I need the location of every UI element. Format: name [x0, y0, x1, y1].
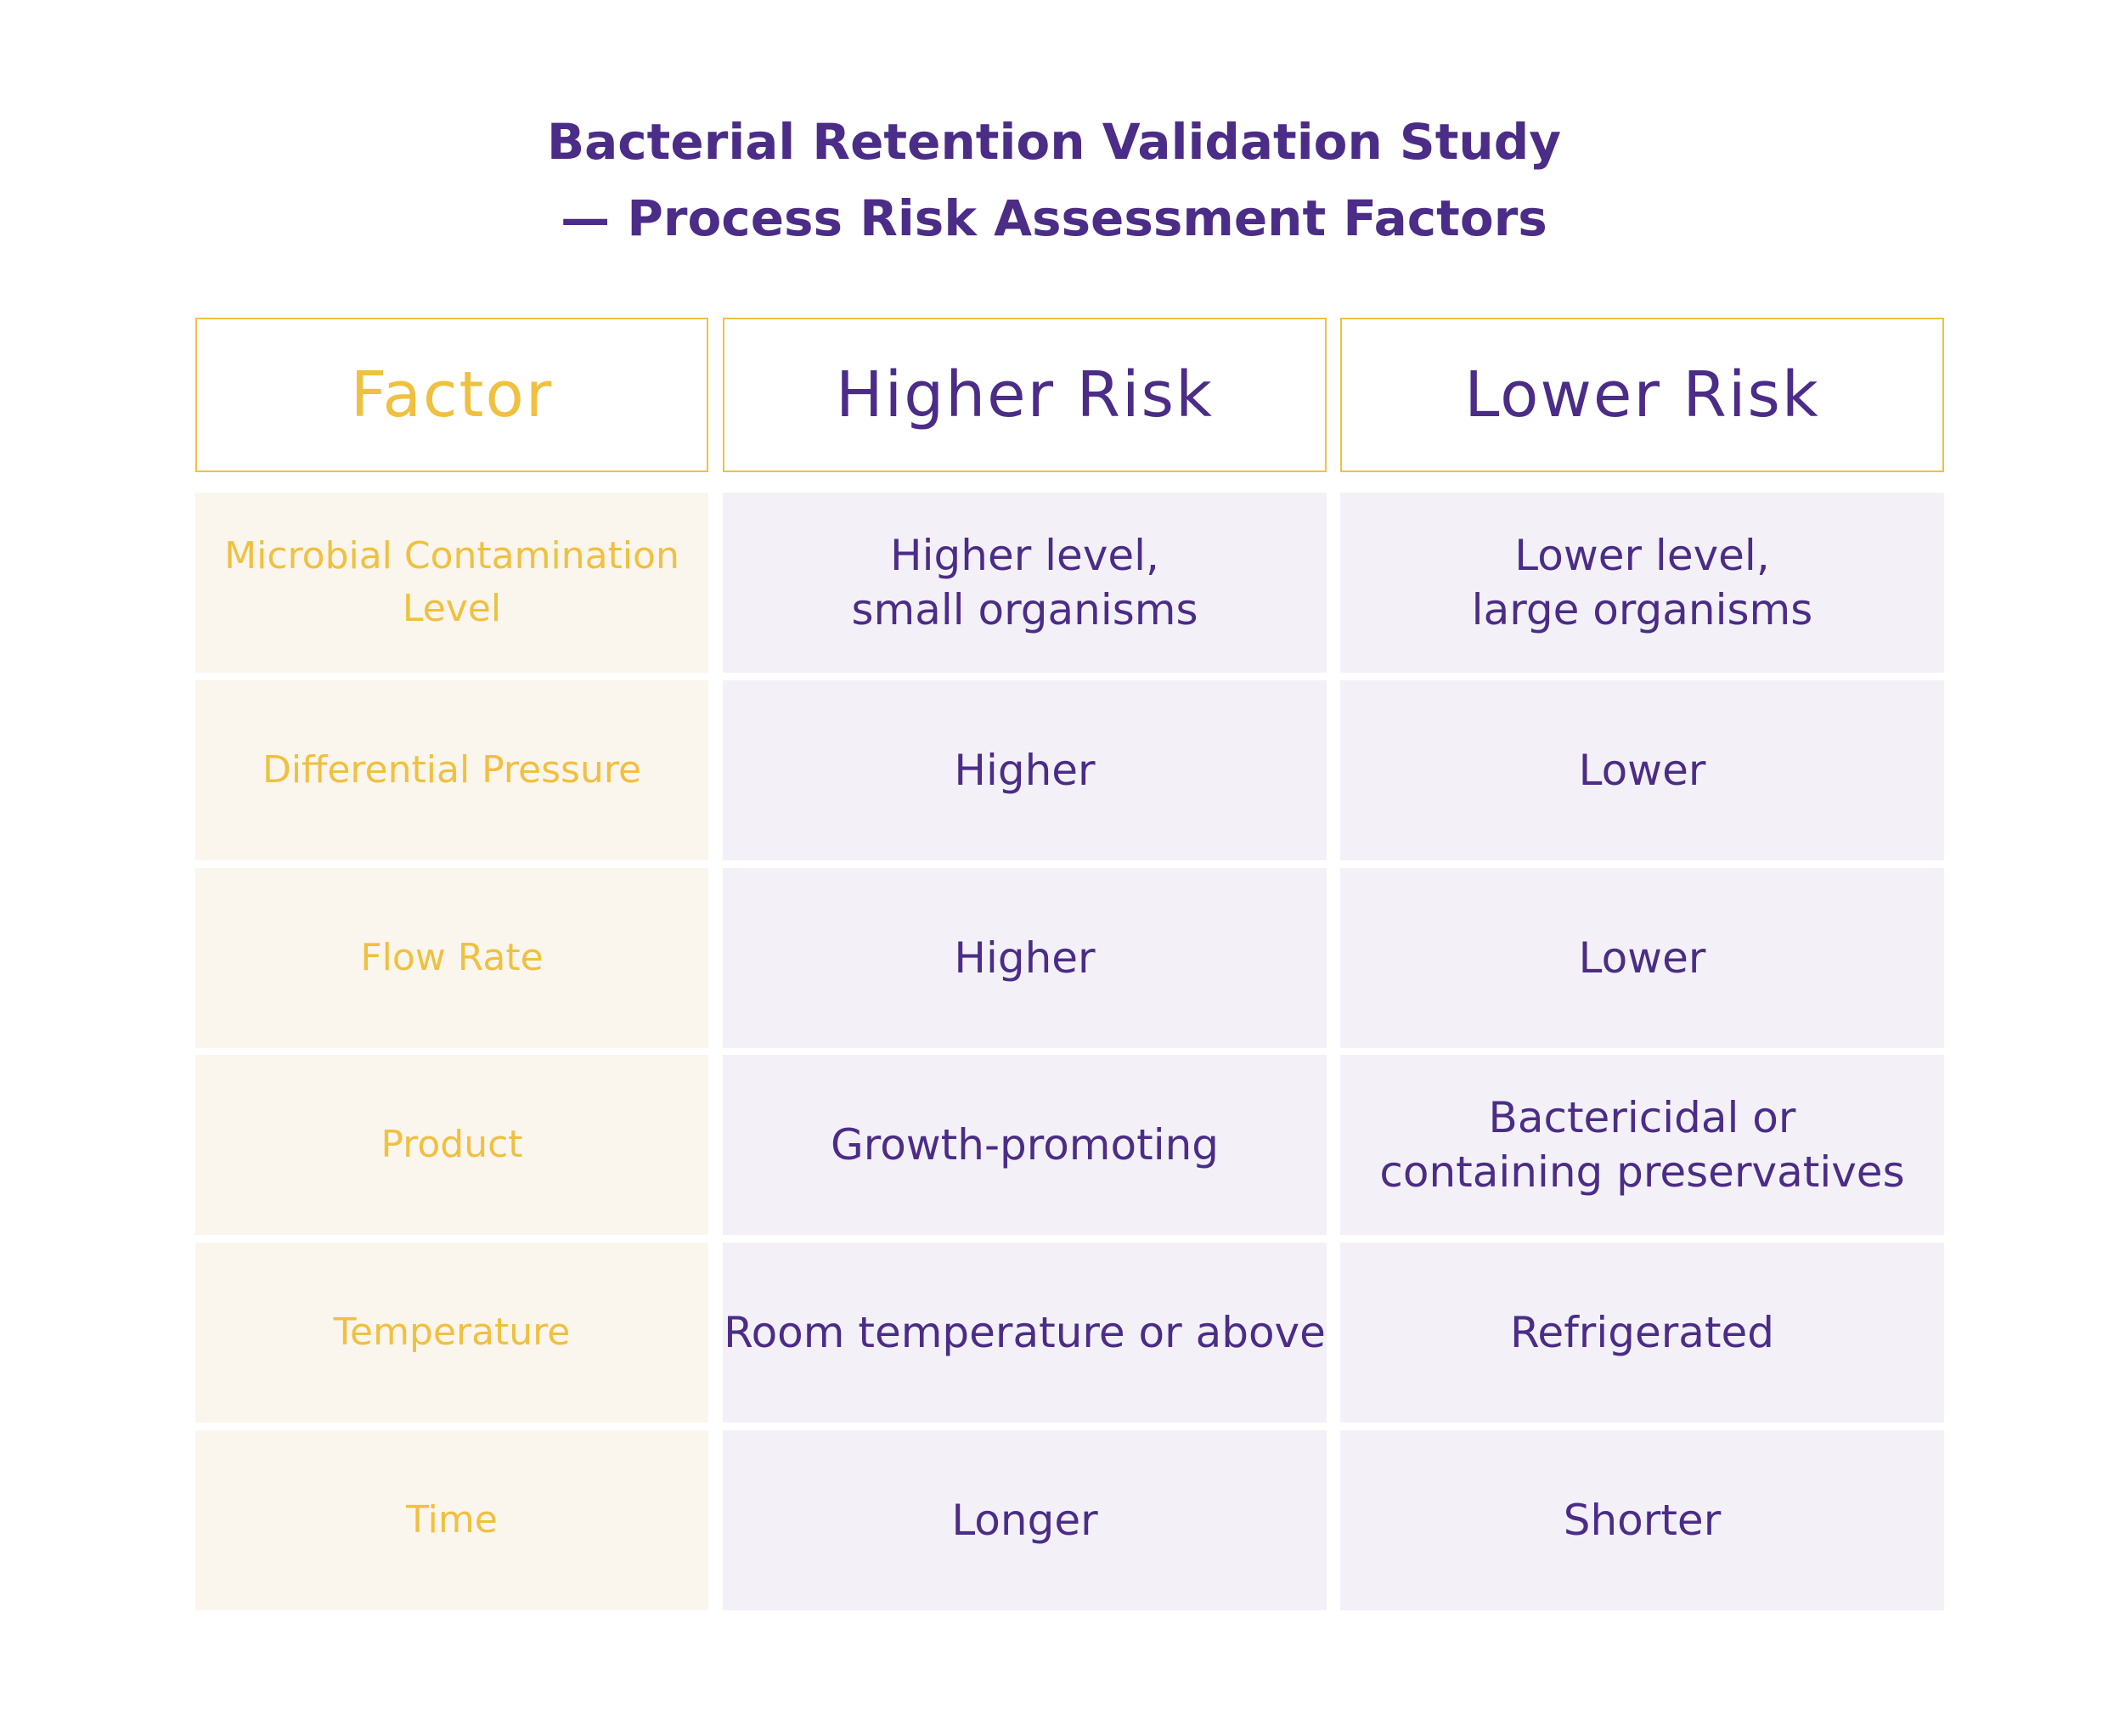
lower-risk-cell: Bactericidal or containing preservatives [1340, 1055, 1944, 1235]
higher-risk-cell: Longer [723, 1430, 1327, 1610]
higher-risk-cell: Higher [723, 868, 1327, 1048]
lower-risk-cell: Lower [1340, 868, 1944, 1048]
factor-cell: Flow Rate [195, 868, 708, 1048]
higher-risk-cell: Growth-promoting [723, 1055, 1327, 1235]
lower-risk-cell: Lower [1340, 680, 1944, 860]
factor-cell: Product [195, 1055, 708, 1235]
header-higher-risk: Higher Risk [723, 318, 1327, 472]
header-factor: Factor [195, 318, 708, 472]
higher-risk-cell: Higher [723, 680, 1327, 860]
factor-cell: Time [195, 1430, 708, 1610]
header-lower-risk: Lower Risk [1340, 318, 1944, 472]
factor-cell: Temperature [195, 1243, 708, 1423]
lower-risk-cell: Refrigerated [1340, 1243, 1944, 1423]
factor-cell: Differential Pressure [195, 680, 708, 860]
title-line-1: Bacterial Retention Validation Study [546, 113, 1562, 171]
page-title: Bacterial Retention Validation Study — P… [0, 104, 2108, 256]
lower-risk-cell: Lower level, large organisms [1340, 493, 1944, 673]
higher-risk-cell: Higher level, small organisms [723, 493, 1327, 673]
lower-risk-cell: Shorter [1340, 1430, 1944, 1610]
factor-cell: Microbial Contamination Level [195, 493, 708, 673]
title-line-2: — Process Risk Assessment Factors [561, 189, 1547, 247]
higher-risk-cell: Room temperature or above [723, 1243, 1327, 1423]
